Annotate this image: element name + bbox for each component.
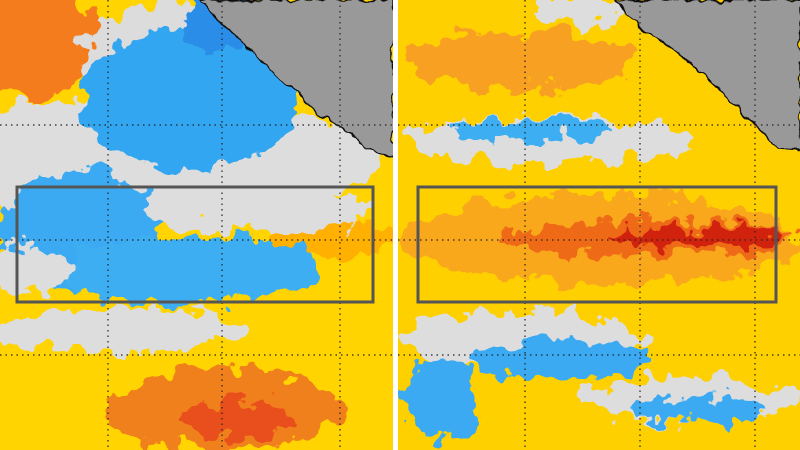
land xyxy=(199,0,393,156)
graticule xyxy=(0,0,393,450)
land xyxy=(614,0,800,151)
nino-region-box xyxy=(416,185,778,304)
nino-region-box xyxy=(15,185,375,304)
left-panel xyxy=(0,0,393,450)
right-panel xyxy=(398,0,800,450)
divider xyxy=(393,0,398,450)
graticule xyxy=(398,0,800,450)
